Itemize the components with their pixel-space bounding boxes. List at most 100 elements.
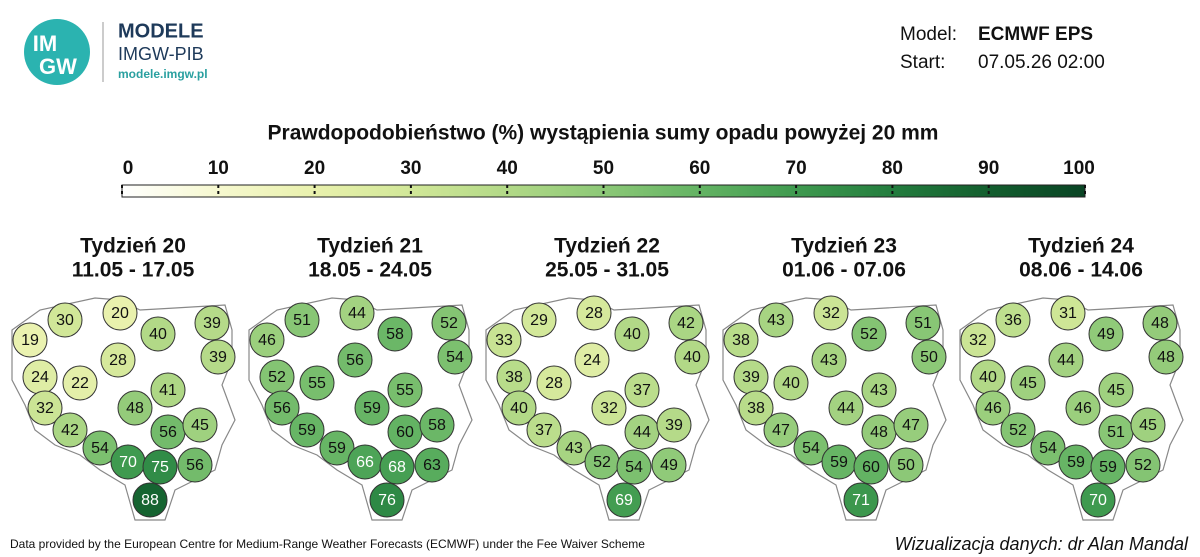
panel-dates: 08.06 - 14.06	[1019, 259, 1143, 282]
region-value: 59	[1099, 459, 1117, 476]
region-circle	[339, 295, 375, 331]
region-value: 48	[1151, 315, 1169, 332]
region-circle	[62, 365, 98, 401]
region-value: 39	[203, 315, 221, 332]
colorbar-tick-label: 10	[208, 158, 229, 179]
region-value: 44	[348, 305, 366, 322]
region-value: 52	[860, 326, 878, 343]
region-value: 52	[268, 369, 286, 386]
region-circle	[616, 449, 652, 485]
region-circle	[853, 449, 889, 485]
region-circle	[12, 322, 48, 358]
region-circle	[182, 407, 218, 443]
region-value: 45	[1107, 382, 1125, 399]
region-value: 59	[298, 422, 316, 439]
map: 30 20 19 40 39 39 28 24 22 41 32 48 42 56 45 54 70 75 56 88	[11, 295, 236, 521]
region-circle	[888, 447, 924, 483]
region-value: 71	[852, 492, 870, 509]
region-value: 54	[625, 459, 643, 476]
region-circle	[960, 322, 996, 358]
region-circle	[369, 482, 405, 518]
region-value: 63	[423, 457, 441, 474]
region-value: 32	[36, 400, 54, 417]
map: 43 32 38 52 51 50 43 39 40 43 38 44 47 48 47 54 59 60 50 71	[722, 295, 947, 521]
colorbar-tick-label: 60	[689, 158, 710, 179]
region-circle	[150, 372, 186, 408]
region-value: 51	[1107, 424, 1125, 441]
region-circle	[437, 339, 473, 375]
colorbar-tick-label: 30	[400, 158, 421, 179]
region-value: 30	[56, 312, 74, 329]
region-circle	[861, 372, 897, 408]
start-label: Start:	[900, 52, 945, 73]
region-circle	[574, 342, 610, 378]
region-value: 75	[151, 459, 169, 476]
org: IMGW-PIB	[118, 44, 204, 64]
region-value: 39	[742, 369, 760, 386]
colorbar-tick-label: 40	[497, 158, 518, 179]
region-value: 56	[346, 352, 364, 369]
region-value: 56	[273, 400, 291, 417]
colorbar-tick-label: 70	[786, 158, 807, 179]
region-circle	[828, 390, 864, 426]
region-value: 24	[583, 352, 601, 369]
region-value: 37	[633, 382, 651, 399]
region-circle	[249, 322, 285, 358]
region-value: 70	[119, 454, 137, 471]
panel-week: Tydzień 20	[80, 235, 186, 258]
region-value: 52	[593, 454, 611, 471]
region-circle	[606, 482, 642, 518]
region-value: 46	[258, 332, 276, 349]
region-circle	[651, 447, 687, 483]
region-value: 44	[633, 424, 651, 441]
region-value: 41	[159, 382, 177, 399]
region-value: 33	[495, 332, 513, 349]
region-value: 51	[293, 312, 311, 329]
region-value: 46	[1074, 400, 1092, 417]
region-value: 42	[61, 422, 79, 439]
region-value: 51	[914, 315, 932, 332]
region-circle	[377, 316, 413, 352]
region-value: 54	[802, 440, 820, 457]
region-circle	[624, 372, 660, 408]
region-value: 24	[31, 369, 49, 386]
region-value: 59	[830, 454, 848, 471]
region-value: 50	[897, 457, 915, 474]
region-value: 36	[1004, 312, 1022, 329]
region-circle	[674, 339, 710, 375]
region-value: 28	[545, 375, 563, 392]
region-circle	[1030, 430, 1066, 466]
region-circle	[668, 305, 704, 341]
colorbar-tick-label: 100	[1063, 158, 1095, 179]
region-circle	[591, 390, 627, 426]
region-circle	[177, 447, 213, 483]
region-value: 48	[870, 424, 888, 441]
model: ECMWF EPS	[978, 24, 1093, 45]
region-value: 40	[683, 349, 701, 366]
map: 36 31 32 49 48 48 44 40 45 45 46 46 52 51 45 54 59 59 52 70	[959, 295, 1184, 521]
region-circle	[843, 482, 879, 518]
region-value: 19	[21, 332, 39, 349]
region-circle	[738, 390, 774, 426]
region-value: 40	[510, 400, 528, 417]
region-value: 46	[984, 400, 1002, 417]
start: 07.05.26 02:00	[978, 52, 1105, 73]
url: modele.imgw.pl	[118, 67, 208, 81]
region-value: 47	[772, 422, 790, 439]
region-circle	[132, 482, 168, 518]
region-value: 59	[328, 440, 346, 457]
region-value: 28	[585, 305, 603, 322]
region-value: 50	[920, 349, 938, 366]
region-circle	[1065, 390, 1101, 426]
region-circle	[354, 390, 390, 426]
region-circle	[614, 316, 650, 352]
region-value: 45	[1139, 417, 1157, 434]
region-value: 43	[870, 382, 888, 399]
region-value: 40	[979, 369, 997, 386]
region-value: 42	[677, 315, 695, 332]
region-circle	[1088, 316, 1124, 352]
colorbar-tick-label: 20	[304, 158, 325, 179]
region-value: 52	[440, 315, 458, 332]
region-circle	[501, 390, 537, 426]
logo-text: IM	[33, 31, 57, 56]
